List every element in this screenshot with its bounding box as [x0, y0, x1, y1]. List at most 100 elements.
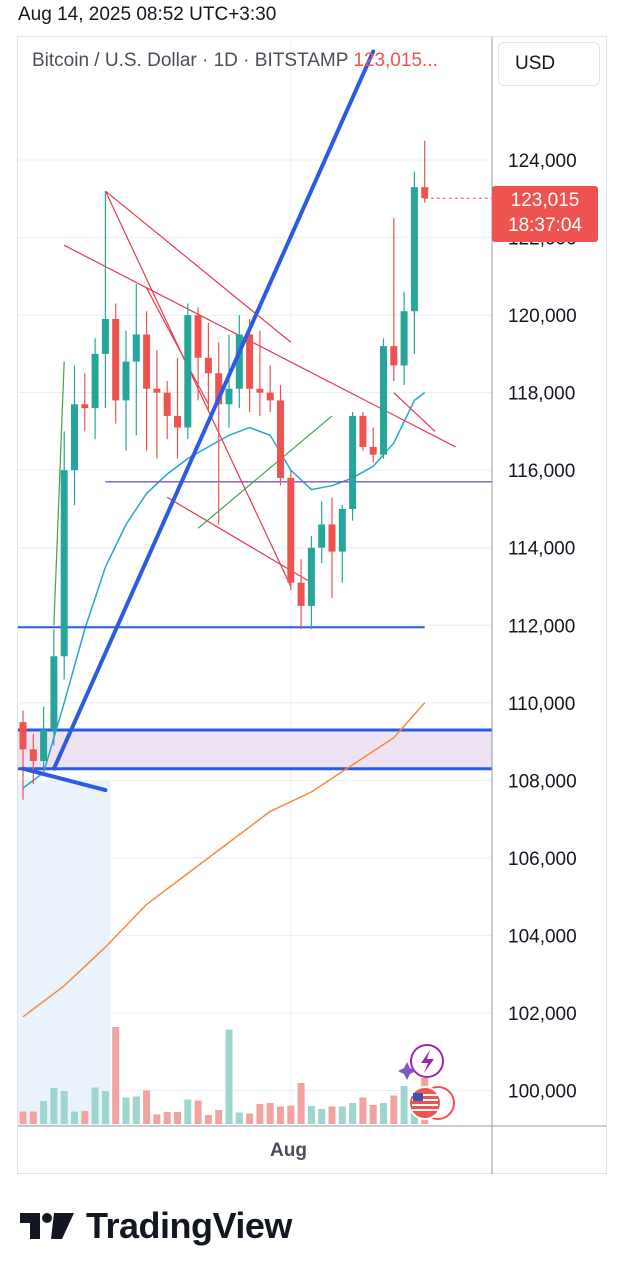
candle-body [50, 656, 58, 730]
candle-body [29, 749, 37, 761]
volume-bar [256, 1104, 264, 1124]
chart-frame [17, 36, 607, 1174]
candle-body [132, 334, 140, 362]
candle-body [338, 508, 346, 552]
volume-bar [318, 1109, 326, 1124]
volume-bar [287, 1105, 295, 1124]
candle-body [277, 400, 284, 478]
lightning-icon [421, 1050, 434, 1073]
candle-body [225, 388, 233, 405]
candle-body [400, 311, 408, 366]
candle-body [256, 388, 264, 393]
candle-body [174, 415, 181, 428]
volume-bar [40, 1101, 48, 1124]
rising-trendline [51, 49, 376, 771]
volume-bar [132, 1096, 140, 1124]
candle-body [101, 318, 109, 354]
volume-bar [204, 1115, 212, 1124]
candle-body [328, 524, 336, 552]
candle-body [91, 353, 99, 409]
volume-bar [81, 1111, 89, 1124]
current-price: 123,015 [510, 190, 580, 211]
candle-body [369, 446, 377, 455]
flag-stripe [412, 1094, 438, 1096]
candle-body [318, 524, 326, 548]
flag-stripe [412, 1104, 438, 1106]
symbol-title: Bitcoin / U.S. Dollar · 1D · BITSTAMP [32, 50, 349, 71]
volume-bar [194, 1100, 202, 1124]
candle-body [81, 404, 89, 409]
candle-body [287, 477, 295, 583]
support-zone [18, 729, 492, 769]
green-arrow-line [53, 361, 65, 626]
candle-body [235, 334, 243, 389]
us-economic-event-icon [408, 1086, 455, 1120]
last-price-label: 123,015... [353, 50, 438, 71]
candle-body [297, 582, 305, 606]
candle-body [19, 722, 27, 750]
candle-body [143, 334, 151, 389]
currency-selector[interactable]: USD [498, 42, 600, 86]
volume-bar [297, 1083, 305, 1124]
green-arrow-line [197, 415, 333, 529]
current-price-tag: 123,015 18:37:04 [492, 186, 598, 242]
volume-bar [91, 1087, 99, 1124]
volume-bar [112, 1027, 120, 1124]
candle-body [246, 334, 254, 389]
y-tick-label: 118,000 [508, 384, 575, 405]
brand-name: TradingView [86, 1205, 292, 1246]
x-axis-month-label: Aug [270, 1140, 307, 1161]
volume-bar [277, 1106, 284, 1124]
volume-bar [50, 1088, 58, 1124]
candle-body [204, 357, 212, 374]
y-tick-label: 106,000 [508, 849, 577, 870]
candle-body [307, 547, 315, 606]
volume-bar [215, 1110, 223, 1124]
volume-bar [235, 1112, 243, 1124]
tradingview-logo-icon [20, 1213, 74, 1239]
short-blue-segment [21, 766, 108, 793]
candle-body [421, 187, 429, 199]
y-tick-label: 104,000 [508, 926, 577, 947]
volume-bar [369, 1105, 377, 1124]
volume-bar [163, 1112, 171, 1124]
volume-bar [266, 1103, 274, 1124]
candle-body [122, 361, 130, 401]
candle-body [112, 318, 120, 401]
candle-body [410, 187, 418, 312]
candle-body [184, 315, 192, 428]
tradingview-brand[interactable]: TradingView [20, 1205, 292, 1247]
volume-bar [29, 1111, 37, 1124]
y-tick-label: 110,000 [508, 694, 575, 715]
volume-bar [19, 1111, 27, 1124]
candle-body [390, 346, 398, 366]
flash-event-icon [398, 1044, 444, 1080]
y-tick-label: 114,000 [508, 539, 575, 560]
candle-body [349, 415, 357, 509]
volume-bar [101, 1091, 109, 1124]
candle-body [215, 373, 223, 405]
candle-body [40, 729, 48, 761]
y-tick-label: 120,000 [508, 306, 577, 327]
flag-stripe [412, 1099, 438, 1101]
us-flag-icon [408, 1086, 442, 1120]
y-tick-label: 124,000 [508, 151, 577, 172]
red-trendline [105, 190, 292, 343]
candle-body [60, 470, 68, 657]
volume-bar [174, 1112, 181, 1124]
volume-bar [153, 1114, 161, 1124]
sparkle-icon [398, 1062, 416, 1080]
timestamp: Aug 14, 2025 08:52 UTC+3:30 [18, 4, 277, 25]
volume-bar [122, 1097, 130, 1124]
flag-canton [413, 1093, 423, 1101]
y-tick-label: 102,000 [508, 1004, 577, 1025]
flag-stripe [412, 1109, 438, 1111]
highlight-band [18, 780, 111, 1126]
candle-body [266, 392, 274, 401]
symbol-title-bar[interactable]: Bitcoin / U.S. Dollar · 1D · BITSTAMP 12… [32, 50, 438, 72]
volume-bar [328, 1106, 336, 1124]
candle-body [359, 415, 367, 447]
ema-fast-line [22, 392, 426, 789]
candle-body [71, 404, 78, 471]
